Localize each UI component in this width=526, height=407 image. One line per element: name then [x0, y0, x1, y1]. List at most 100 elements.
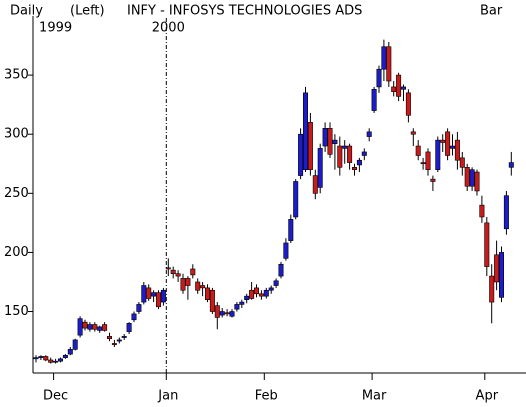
candle-body	[342, 145, 348, 149]
candle-body	[449, 145, 455, 149]
candle-body	[386, 46, 392, 82]
candle-body	[298, 133, 304, 176]
candle-body	[425, 151, 431, 170]
chart-title: INFY - INFOSYS TECHNOLOGIES ADS	[127, 4, 362, 19]
candle-body	[224, 312, 230, 315]
candle-body	[273, 280, 279, 286]
candle-body	[38, 356, 44, 358]
candle-body	[53, 360, 59, 363]
candle-body	[293, 181, 299, 218]
candle-body	[121, 336, 127, 338]
candle-body	[312, 175, 318, 194]
candle-body	[107, 336, 113, 340]
candle-body	[136, 304, 142, 312]
candle-body	[508, 162, 514, 168]
x-tick-label: Jan	[157, 389, 178, 404]
candle-body	[234, 304, 240, 310]
candle-body	[371, 88, 377, 111]
candle-body	[156, 292, 162, 308]
candle-body	[391, 86, 397, 92]
candle-body	[82, 321, 88, 329]
candle-body	[33, 357, 39, 360]
candle-body	[435, 139, 441, 170]
candle-body	[400, 86, 406, 90]
candle-body	[459, 157, 465, 168]
candle-body	[322, 128, 328, 147]
candle-body	[57, 358, 63, 362]
candle-body	[484, 222, 490, 267]
y-tick-label: 150	[4, 304, 29, 319]
candle-body	[332, 139, 338, 144]
candle-body	[440, 139, 446, 143]
candle-body	[376, 68, 382, 88]
candle-body	[165, 267, 171, 270]
candle-body	[160, 289, 166, 303]
year-label: 2000	[152, 21, 185, 36]
candle-body	[464, 167, 470, 187]
candle-body	[474, 171, 480, 192]
year-label: 1999	[39, 21, 72, 36]
candle-body	[469, 169, 475, 187]
candle-body	[195, 281, 201, 291]
candle-body	[200, 285, 206, 289]
y-tick-label: 350	[4, 68, 29, 83]
y-tick-label: 250	[4, 186, 29, 201]
candle-body	[288, 219, 294, 241]
candle-body	[405, 92, 411, 116]
candle-body	[141, 285, 147, 303]
y-tick-label: 200	[4, 245, 29, 260]
period: Daily	[10, 4, 43, 19]
candle-body	[307, 122, 313, 170]
candle-body	[327, 128, 333, 155]
candle-body	[87, 324, 93, 330]
candle-body	[190, 268, 196, 276]
candle-body	[111, 343, 117, 345]
y-tick-label: 300	[4, 127, 29, 142]
candle-body	[263, 289, 269, 297]
candle-body	[43, 356, 49, 361]
candle-body	[239, 301, 245, 305]
candle-body	[97, 326, 103, 331]
candle-body	[268, 287, 274, 291]
candle-body	[72, 339, 78, 350]
candle-body	[356, 159, 362, 166]
candle-body	[209, 289, 215, 312]
style: Bar	[480, 4, 503, 19]
candle-body	[244, 295, 250, 301]
candle-body	[175, 273, 181, 277]
candle-body	[62, 354, 68, 358]
x-tick-label: Apr	[476, 389, 499, 404]
candle-body	[494, 254, 500, 283]
candle-body	[430, 178, 436, 182]
candle-body	[131, 313, 137, 321]
candle-body	[258, 293, 264, 297]
scale: (Left)	[70, 4, 105, 19]
candle-body	[317, 148, 323, 188]
candle-body	[479, 204, 485, 218]
candle-body	[67, 349, 73, 355]
candle-body	[219, 311, 225, 316]
x-tick-label: Dec	[43, 389, 68, 404]
candle-body	[229, 311, 235, 317]
candle-body	[381, 46, 387, 70]
candle-body	[396, 74, 402, 97]
candle-body	[283, 242, 289, 259]
candle-body	[420, 162, 426, 165]
candle-body	[489, 275, 495, 303]
candle-body	[337, 145, 343, 168]
candle-body	[302, 92, 308, 170]
candle-body	[151, 292, 157, 297]
x-tick-label: Mar	[362, 389, 387, 404]
candle-body	[503, 195, 509, 230]
candle-body	[445, 131, 451, 156]
candle-body	[351, 167, 357, 170]
candle-body	[92, 324, 98, 330]
candle-body	[361, 151, 367, 156]
candle-body	[415, 145, 421, 156]
candle-body	[498, 252, 504, 298]
candle-body	[126, 323, 132, 332]
candle-body	[254, 287, 260, 295]
candle-body	[77, 318, 83, 336]
